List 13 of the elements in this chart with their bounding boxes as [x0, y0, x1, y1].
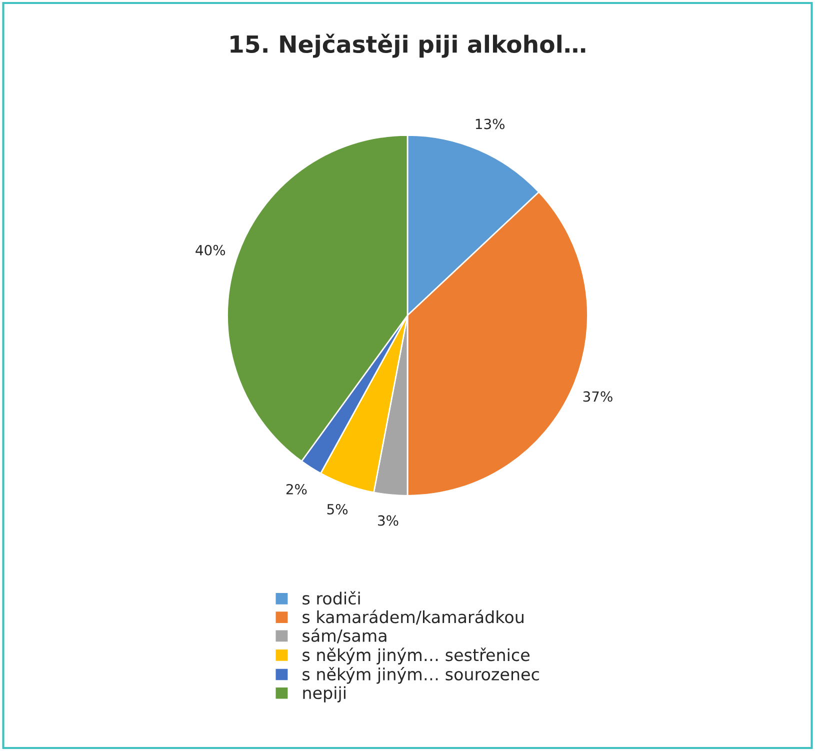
data-label: 2% [286, 484, 307, 494]
data-label: 37% [583, 391, 612, 402]
data-label: 3% [378, 515, 398, 526]
data-label: 13% [476, 118, 504, 130]
chart-title: 15. Nejčastěji piji alkohol… [230, 34, 586, 58]
data-label: 5% [327, 504, 348, 514]
legend-label: s někým jiným… sestřenice [302, 648, 530, 664]
legend-label: nepiji [303, 686, 346, 702]
legend-label: s kamarádem/kamarádkou [302, 610, 524, 625]
legend-label: sám/sama [302, 628, 386, 644]
legend-label: s rodiči [302, 591, 360, 605]
legend-label: s někým jiným… sourozenec [302, 666, 539, 684]
data-label: 40% [196, 244, 226, 256]
